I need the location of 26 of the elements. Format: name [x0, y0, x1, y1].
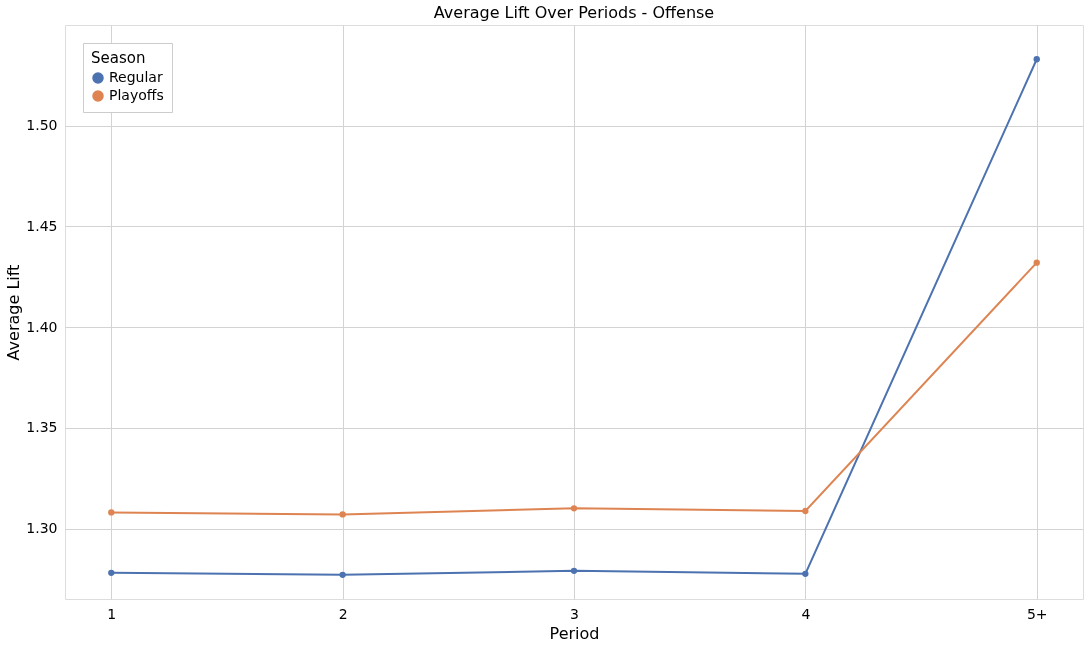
y-tick-label: 1.30 [26, 520, 58, 537]
point [1033, 259, 1040, 266]
chart-title: Average Lift Over Periods - Offense [433, 3, 715, 22]
point [570, 567, 578, 574]
legend-label: Regular [109, 69, 163, 85]
x-tick-label: 1 [107, 605, 117, 622]
legend-title: Season [91, 49, 146, 67]
y-tick-label: 1.35 [26, 419, 58, 436]
point [570, 505, 578, 512]
y-tick-label: 1.50 [26, 117, 58, 134]
y-tick-label: 1.45 [26, 217, 58, 234]
point [339, 511, 346, 518]
x-tick-label: 3 [570, 605, 579, 622]
point [108, 569, 115, 576]
x-axis-title: Period [549, 623, 600, 643]
point [1033, 56, 1040, 63]
point [802, 507, 809, 515]
point [802, 570, 809, 577]
x-tick-label: 2 [338, 605, 348, 622]
legend-label: Playoffs [109, 87, 164, 103]
y-axis-title: Average Lift [4, 264, 24, 361]
x-tick-label: 4 [801, 605, 811, 622]
point [108, 509, 115, 516]
x-tick-label: 5+ [1026, 605, 1048, 622]
point [339, 571, 346, 578]
y-tick-label: 1.40 [26, 318, 58, 335]
